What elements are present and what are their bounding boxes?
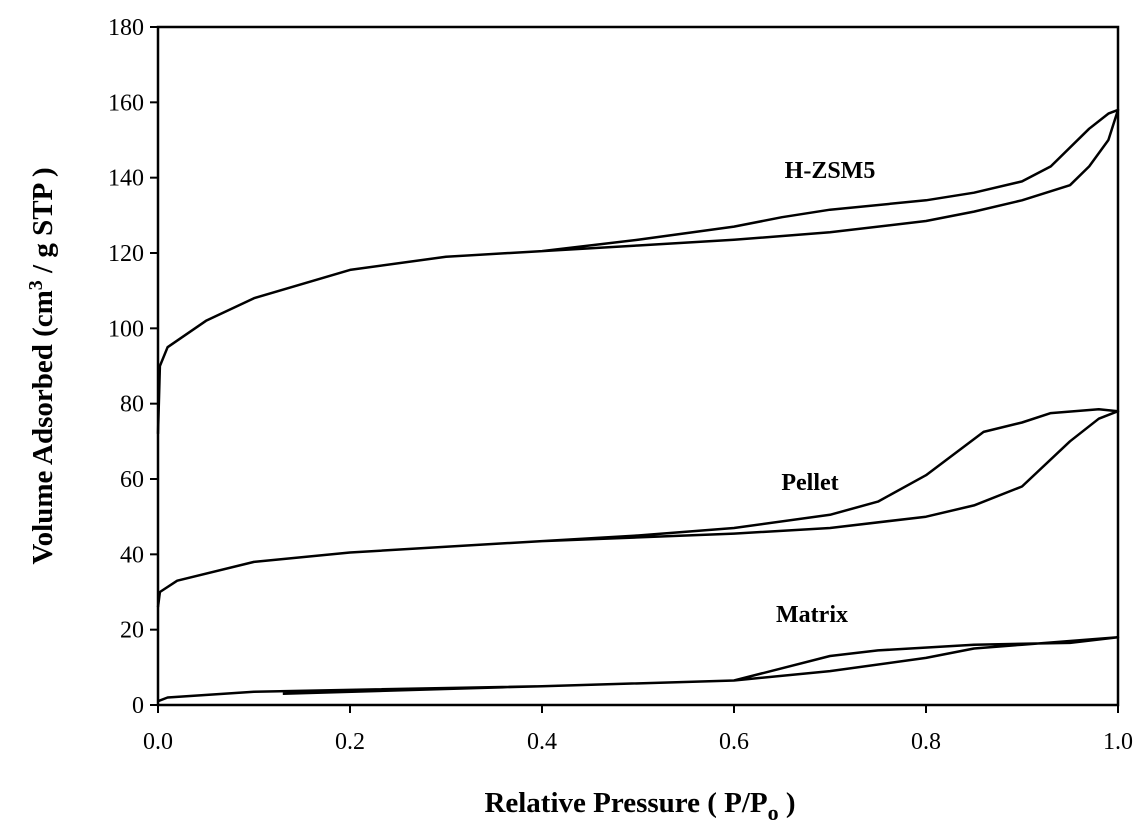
y-tick-label: 180 xyxy=(108,15,144,41)
plot-frame xyxy=(156,25,1120,707)
x-tick-label: 1.0 xyxy=(1103,729,1133,755)
y-tick-label: 0 xyxy=(132,693,144,719)
y-tick-label: 160 xyxy=(108,90,144,116)
x-tick-label: 0.0 xyxy=(143,729,173,755)
x-tick-label: 0.6 xyxy=(719,729,749,755)
series-label: Matrix xyxy=(776,602,848,628)
y-tick-label: 100 xyxy=(108,316,144,342)
y-tick-label: 140 xyxy=(108,166,144,192)
y-tick-label: 80 xyxy=(120,392,144,418)
x-axis-title: Relative Pressure ( P/Po ) xyxy=(484,787,795,825)
isotherm-line xyxy=(156,108,1120,434)
isotherm-line xyxy=(156,408,1120,608)
y-axis-title: Volume Adsorbed (cm3 / g STP ) xyxy=(25,167,59,564)
series-label: Pellet xyxy=(781,470,838,496)
x-tick-label: 0.2 xyxy=(335,729,365,755)
y-tick-label: 60 xyxy=(120,467,144,493)
y-tick-label: 120 xyxy=(108,241,144,267)
series-label: H-ZSM5 xyxy=(785,158,876,184)
x-tick-label: 0.4 xyxy=(527,729,557,755)
x-tick-label: 0.8 xyxy=(911,729,941,755)
y-tick-label: 40 xyxy=(120,542,144,568)
y-tick-label: 20 xyxy=(120,618,144,644)
isotherm-line xyxy=(157,635,1120,703)
